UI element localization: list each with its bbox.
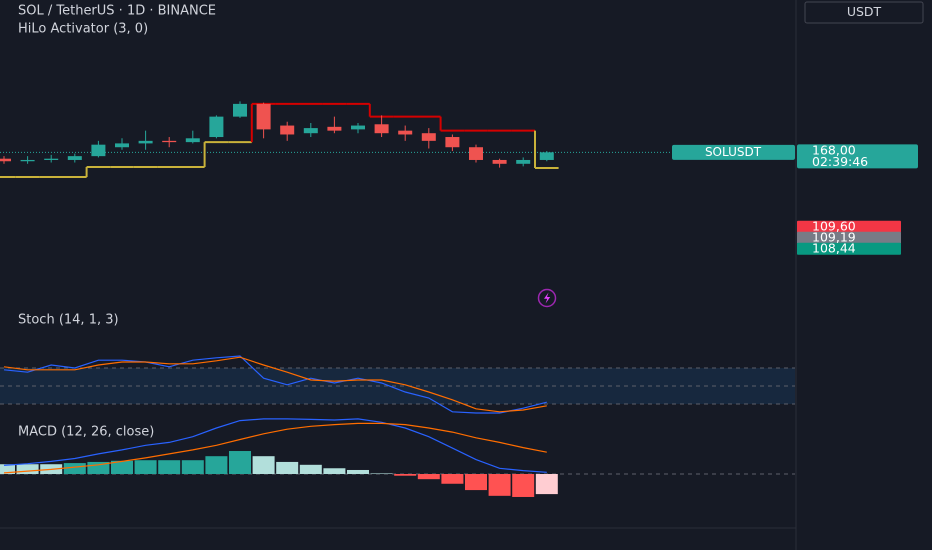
price-label: 168,00: [812, 142, 856, 157]
price-label-box: [797, 144, 918, 169]
candle-body: [67, 156, 82, 160]
candle-body: [233, 103, 247, 117]
histogram-bar: [158, 460, 181, 474]
candle-body: [374, 124, 389, 134]
currency-button[interactable]: [804, 1, 924, 24]
candle-body: [492, 159, 507, 164]
symbol-title: SOL / TetherUS · 1D · BINANCE: [18, 4, 216, 19]
alert-circle: [537, 288, 557, 308]
histogram-bar: [134, 460, 157, 474]
price-tag: 108,44: [812, 240, 856, 255]
candle-body: [0, 158, 11, 162]
histogram-bar: [63, 463, 86, 474]
histogram-bar: [512, 474, 535, 497]
histogram-bar: [370, 473, 393, 474]
stoch-band: [0, 367, 795, 404]
macd-line: [3, 418, 547, 473]
candle-body: [516, 159, 531, 164]
candle-body: [91, 144, 106, 157]
histogram-bar: [276, 461, 299, 474]
countdown-label: 02:39:46: [812, 154, 868, 169]
candle-body: [115, 143, 129, 148]
marks: [0, 101, 918, 497]
candle-body: [351, 125, 365, 130]
candle-body: [44, 158, 59, 160]
price-tag-box: [797, 242, 901, 255]
price-tag-box: [797, 220, 901, 233]
macd-title: MACD (12, 26, close): [18, 425, 154, 440]
histogram-bar: [181, 460, 204, 474]
candle-body: [421, 133, 436, 141]
price-tag: 109,60: [812, 218, 856, 233]
symbol-label: SOLUSDT: [705, 145, 762, 159]
histogram-bar: [488, 474, 511, 496]
histogram-bar: [417, 474, 440, 480]
histogram-bar: [394, 474, 417, 476]
stoch-line: [3, 356, 547, 413]
price-tag-box: [797, 231, 901, 244]
histogram-bar: [16, 464, 39, 474]
indicator-title: HiLo Activator (3, 0): [18, 22, 148, 37]
histogram-bar: [535, 474, 558, 495]
stoch-line: [3, 355, 547, 414]
candle-body: [256, 103, 271, 130]
histogram-bar: [0, 464, 15, 474]
alert-bolt: [544, 292, 551, 304]
candle-body: [539, 152, 554, 160]
candle-body: [185, 138, 200, 143]
candle-body: [327, 126, 342, 131]
histogram-bar: [465, 474, 487, 491]
candle-body: [20, 159, 35, 162]
candle-body: [138, 140, 153, 144]
histogram-bar: [299, 464, 322, 474]
candle-body: [280, 125, 295, 135]
histogram-bar: [205, 456, 228, 474]
candle-body: [469, 147, 483, 160]
candle-body: [445, 137, 460, 148]
histogram-bar: [111, 460, 133, 474]
histogram-bar: [441, 474, 464, 484]
price-tag: 109,19: [812, 229, 856, 244]
alert-icon[interactable]: [537, 288, 557, 308]
currency: USDT: [847, 4, 882, 19]
histogram-bar: [347, 469, 369, 474]
histogram-bar: [252, 456, 275, 474]
histogram-bar: [323, 468, 346, 474]
candle-body: [162, 140, 177, 143]
macd-line: [3, 422, 547, 474]
symbol-label-box: [672, 144, 795, 160]
candle-body: [398, 130, 413, 135]
candle-body: [209, 116, 224, 138]
candle-body: [303, 128, 318, 134]
stoch-title: Stoch (14, 1, 3): [18, 313, 119, 328]
histogram-bar: [229, 451, 251, 474]
